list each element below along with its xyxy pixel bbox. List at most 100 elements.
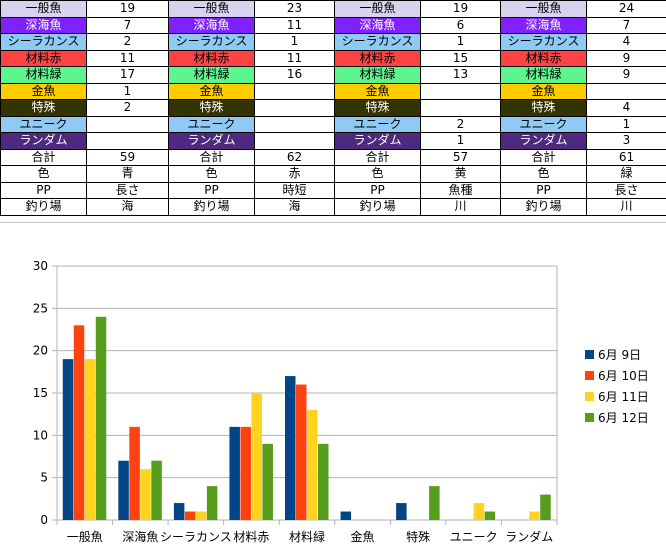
row-label-cell[interactable]: 色 — [335, 166, 421, 183]
value-cell[interactable]: 6 — [421, 17, 501, 34]
value-cell[interactable]: 長さ — [87, 182, 169, 199]
value-cell[interactable]: 24 — [587, 1, 666, 18]
row-label-cell[interactable]: 特殊 — [169, 100, 255, 117]
value-cell[interactable]: 11 — [255, 50, 335, 67]
row-label-cell[interactable]: 金魚 — [501, 83, 587, 100]
value-cell[interactable]: 2 — [87, 100, 169, 117]
value-cell[interactable] — [421, 83, 501, 100]
row-label-cell[interactable]: ランダム — [335, 133, 421, 150]
value-cell[interactable]: 長さ — [587, 182, 666, 199]
value-cell[interactable]: 9 — [587, 67, 666, 84]
row-label-cell[interactable]: 釣り場 — [169, 199, 255, 216]
value-cell[interactable]: 15 — [421, 50, 501, 67]
row-label-cell[interactable]: 一般魚 — [501, 1, 587, 18]
value-cell[interactable]: 16 — [255, 67, 335, 84]
row-label-cell[interactable]: 合計 — [169, 149, 255, 166]
row-label-cell[interactable]: 金魚 — [335, 83, 421, 100]
row-label-cell[interactable]: シーラカンス — [501, 34, 587, 51]
row-label-cell[interactable]: 一般魚 — [1, 1, 87, 18]
value-cell[interactable] — [87, 116, 169, 133]
row-label-cell[interactable]: ランダム — [501, 133, 587, 150]
row-label-cell[interactable]: 特殊 — [335, 100, 421, 117]
row-label-cell[interactable]: 材料赤 — [335, 50, 421, 67]
value-cell[interactable]: 4 — [587, 100, 666, 117]
row-label-cell[interactable]: 金魚 — [169, 83, 255, 100]
value-cell[interactable]: 17 — [87, 67, 169, 84]
value-cell[interactable]: 海 — [87, 199, 169, 216]
value-cell[interactable]: 2 — [421, 116, 501, 133]
row-label-cell[interactable]: シーラカンス — [169, 34, 255, 51]
row-label-cell[interactable]: シーラカンス — [1, 34, 87, 51]
row-label-cell[interactable]: 特殊 — [501, 100, 587, 117]
row-label-cell[interactable]: ユニーク — [169, 116, 255, 133]
value-cell[interactable]: 23 — [255, 1, 335, 18]
row-label-cell[interactable]: ランダム — [169, 133, 255, 150]
row-label-cell[interactable]: PP — [169, 182, 255, 199]
value-cell[interactable]: 3 — [587, 133, 666, 150]
row-label-cell[interactable]: 合計 — [501, 149, 587, 166]
row-label-cell[interactable]: 材料赤 — [169, 50, 255, 67]
row-label-cell[interactable]: PP — [1, 182, 87, 199]
value-cell[interactable]: 9 — [587, 50, 666, 67]
row-label-cell[interactable]: 釣り場 — [1, 199, 87, 216]
value-cell[interactable] — [255, 116, 335, 133]
row-label-cell[interactable]: 材料赤 — [501, 50, 587, 67]
value-cell[interactable] — [255, 100, 335, 117]
value-cell[interactable]: 1 — [587, 116, 666, 133]
value-cell[interactable]: 59 — [87, 149, 169, 166]
value-cell[interactable]: 4 — [587, 34, 666, 51]
row-label-cell[interactable]: 一般魚 — [335, 1, 421, 18]
row-label-cell[interactable]: シーラカンス — [335, 34, 421, 51]
row-label-cell[interactable]: 色 — [1, 166, 87, 183]
row-label-cell[interactable]: ユニーク — [501, 116, 587, 133]
value-cell[interactable]: 海 — [255, 199, 335, 216]
value-cell[interactable]: 1 — [87, 83, 169, 100]
row-label-cell[interactable]: 深海魚 — [1, 17, 87, 34]
value-cell[interactable]: 57 — [421, 149, 501, 166]
row-label-cell[interactable]: PP — [501, 182, 587, 199]
value-cell[interactable]: 19 — [421, 1, 501, 18]
row-label-cell[interactable]: 材料赤 — [1, 50, 87, 67]
value-cell[interactable]: 19 — [87, 1, 169, 18]
value-cell[interactable]: 時短 — [255, 182, 335, 199]
value-cell[interactable] — [587, 83, 666, 100]
value-cell[interactable] — [255, 133, 335, 150]
row-label-cell[interactable]: 特殊 — [1, 100, 87, 117]
value-cell[interactable] — [421, 100, 501, 117]
row-label-cell[interactable]: 深海魚 — [501, 17, 587, 34]
row-label-cell[interactable]: 色 — [169, 166, 255, 183]
value-cell[interactable]: 11 — [255, 17, 335, 34]
row-label-cell[interactable]: 材料緑 — [169, 67, 255, 84]
value-cell[interactable]: 13 — [421, 67, 501, 84]
value-cell[interactable]: 黄 — [421, 166, 501, 183]
row-label-cell[interactable]: 一般魚 — [169, 1, 255, 18]
value-cell[interactable]: 緑 — [587, 166, 666, 183]
row-label-cell[interactable]: 材料緑 — [335, 67, 421, 84]
value-cell[interactable]: 11 — [87, 50, 169, 67]
row-label-cell[interactable]: 釣り場 — [501, 199, 587, 216]
value-cell[interactable]: 川 — [421, 199, 501, 216]
value-cell[interactable]: 7 — [87, 17, 169, 34]
value-cell[interactable]: 魚種 — [421, 182, 501, 199]
value-cell[interactable]: 61 — [587, 149, 666, 166]
value-cell[interactable]: 7 — [587, 17, 666, 34]
row-label-cell[interactable]: 色 — [501, 166, 587, 183]
row-label-cell[interactable]: 合計 — [1, 149, 87, 166]
value-cell[interactable]: 2 — [87, 34, 169, 51]
row-label-cell[interactable]: ユニーク — [1, 116, 87, 133]
value-cell[interactable]: 1 — [421, 34, 501, 51]
row-label-cell[interactable]: 深海魚 — [169, 17, 255, 34]
row-label-cell[interactable]: 材料緑 — [1, 67, 87, 84]
row-label-cell[interactable]: 深海魚 — [335, 17, 421, 34]
row-label-cell[interactable]: ユニーク — [335, 116, 421, 133]
value-cell[interactable]: 1 — [421, 133, 501, 150]
value-cell[interactable]: 青 — [87, 166, 169, 183]
row-label-cell[interactable]: 金魚 — [1, 83, 87, 100]
row-label-cell[interactable]: 釣り場 — [335, 199, 421, 216]
value-cell[interactable]: 1 — [255, 34, 335, 51]
row-label-cell[interactable]: 材料緑 — [501, 67, 587, 84]
value-cell[interactable]: 川 — [587, 199, 666, 216]
row-label-cell[interactable]: PP — [335, 182, 421, 199]
value-cell[interactable]: 62 — [255, 149, 335, 166]
row-label-cell[interactable]: 合計 — [335, 149, 421, 166]
